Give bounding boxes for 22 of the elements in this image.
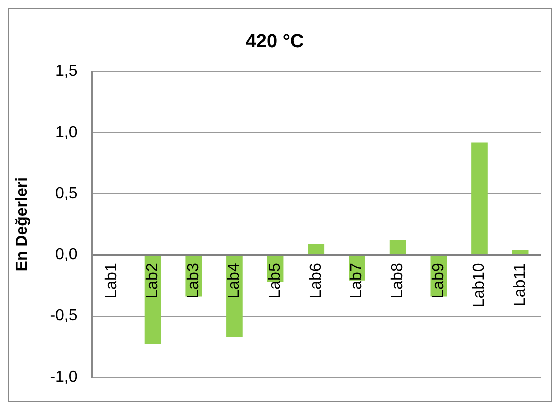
y-tick-label: 1,0 — [56, 124, 78, 142]
y-tick-label: 0,0 — [56, 246, 78, 264]
x-tick-label: Lab8 — [389, 263, 406, 299]
chart-title: 420 °C — [246, 32, 304, 53]
y-axis-title: En Değerleri — [14, 177, 32, 272]
x-tick-label: Lab6 — [308, 263, 325, 299]
x-tick-label: Lab10 — [471, 263, 488, 308]
x-tick-label: Lab1 — [104, 263, 121, 299]
x-tick-label: Lab3 — [185, 263, 202, 299]
x-tick-label: Lab7 — [348, 263, 366, 299]
y-tick-label: -1,0 — [50, 368, 78, 386]
x-tick-label: Lab9 — [430, 263, 448, 299]
x-tick-label: Lab2 — [144, 263, 162, 299]
y-tick-label: 0,5 — [56, 185, 78, 202]
bar — [390, 240, 406, 254]
bar — [308, 244, 325, 254]
y-tick-label: -0,5 — [50, 308, 78, 325]
x-tick-label: Lab11 — [512, 263, 529, 306]
y-tick-label: 1,5 — [56, 63, 78, 80]
x-tick-label: Lab5 — [266, 263, 284, 299]
x-tick-label: Lab4 — [226, 263, 244, 299]
bar — [472, 142, 488, 254]
